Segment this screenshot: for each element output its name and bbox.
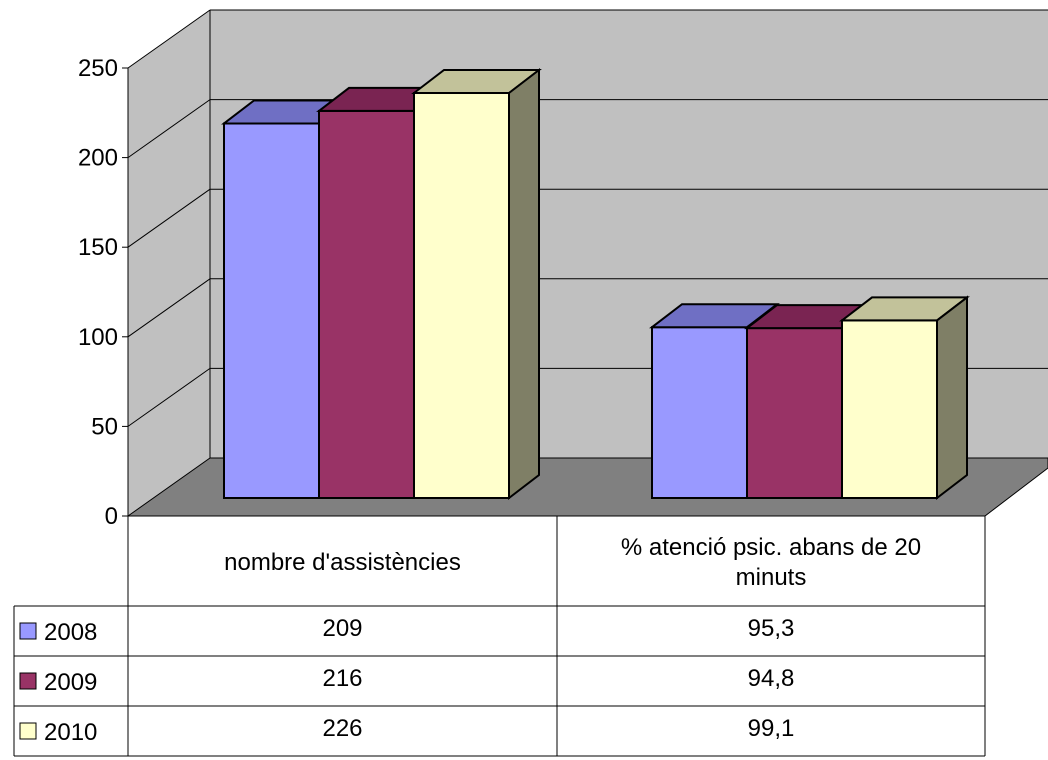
y-tick-label: 250	[78, 55, 118, 82]
bar	[411, 67, 542, 501]
y-tick-label: 100	[78, 324, 118, 351]
category-label: nombre d'assistències	[224, 549, 461, 576]
category-label: minuts	[736, 564, 807, 591]
y-tick-label: 150	[78, 234, 118, 261]
bar	[744, 304, 875, 500]
bars	[221, 67, 970, 501]
bar-front	[318, 109, 415, 499]
y-tick-label: 50	[91, 413, 118, 440]
bar-side	[508, 67, 540, 501]
bar	[839, 295, 970, 501]
legend-key	[19, 672, 37, 690]
data-value-label: 209	[322, 615, 362, 642]
gridline-side	[127, 99, 211, 159]
legend-key	[19, 722, 37, 740]
bar-side	[936, 295, 968, 501]
bar-front	[413, 92, 510, 500]
bar-front	[746, 327, 843, 500]
bar	[316, 86, 447, 499]
bar-front	[651, 326, 748, 500]
data-value-label: 216	[322, 665, 362, 692]
y-tick-label: 0	[105, 503, 118, 530]
data-value-label: 94,8	[748, 665, 795, 692]
gridline-side	[127, 278, 211, 338]
y-tick-label: 200	[78, 145, 118, 172]
bar-front	[223, 122, 320, 500]
category-label: % atenció psic. abans de 20	[621, 534, 921, 561]
legend-key	[19, 622, 37, 640]
data-value-label: 95,3	[748, 615, 795, 642]
bar	[649, 303, 780, 500]
data-table: nombre d'assistències % atenció psic. aba…	[13, 516, 986, 757]
gridline-side	[127, 188, 211, 248]
y-axis: 0 50 100 150 200 250	[78, 55, 129, 530]
legend-label: 2008	[44, 619, 97, 646]
data-value-label: 226	[322, 715, 362, 742]
legend-label: 2010	[44, 719, 97, 746]
gridline-side	[127, 367, 211, 427]
bar-front	[841, 319, 938, 500]
gridline-side	[127, 9, 211, 69]
data-value-label: 99,1	[748, 715, 795, 742]
legend-label: 2009	[44, 669, 97, 696]
bar	[221, 99, 352, 500]
